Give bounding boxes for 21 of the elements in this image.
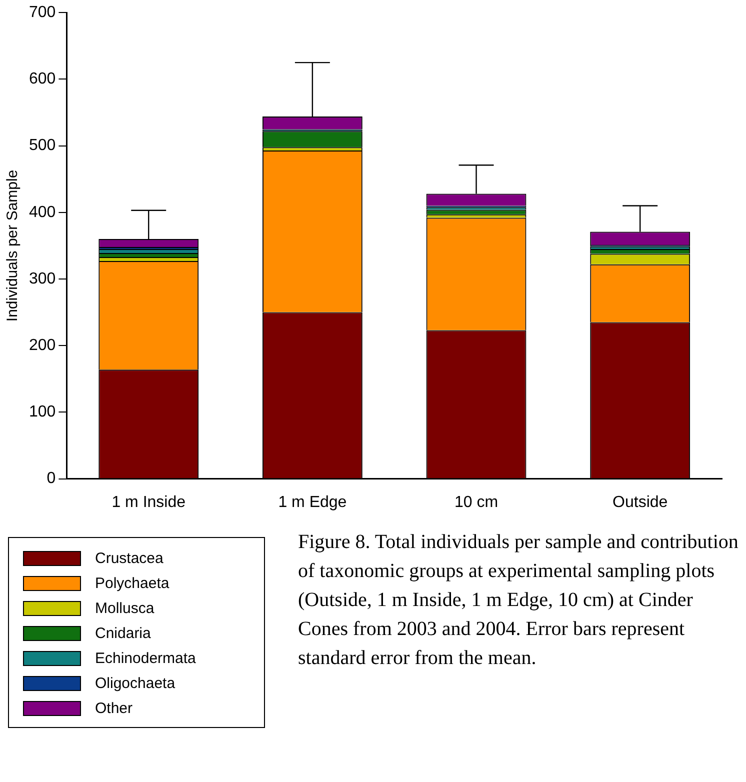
y-tick-label: 500: [28, 137, 56, 154]
x-tick-label: 1 m Inside: [112, 494, 186, 511]
legend-label: Mollusca: [95, 600, 154, 617]
x-tick-label: Outside: [612, 494, 668, 511]
y-tick-label: 400: [28, 204, 56, 221]
legend-label: Echinodermata: [95, 650, 196, 667]
y-tick-label: 700: [28, 4, 56, 22]
caption: Figure 8. Total individuals per sample and contribution of taxonomic groups at experimental sampling plots (Outside, 1 m Inside, 1 m Edge, 10 cm) at Cinder Cones from 2003 and 2004. Error bars represent standard error from the mean.: [298, 530, 740, 671]
legend-label: Oligochaeta: [95, 675, 176, 692]
y-tick-label: 600: [28, 70, 56, 88]
x-tick-label: 1 m Edge: [278, 494, 347, 511]
y-tick-label: 100: [28, 404, 56, 421]
y-tick-label: 0: [46, 470, 56, 488]
legend-label: Cnidaria: [95, 625, 151, 642]
y-tick-label: 300: [28, 270, 56, 288]
legend-label: Crustacea: [95, 550, 164, 567]
legend-label: Polychaeta: [95, 575, 170, 592]
x-tick-label: 10 cm: [454, 494, 498, 511]
legend-label: Other: [95, 700, 133, 717]
y-tick-label: 200: [28, 337, 56, 354]
y-axis-title: Individuals per Sample: [4, 170, 22, 322]
